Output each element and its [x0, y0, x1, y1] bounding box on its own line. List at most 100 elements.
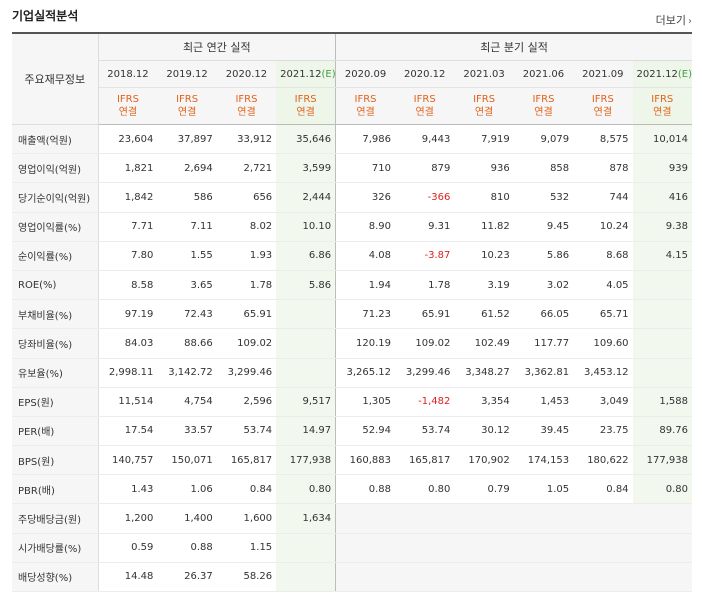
- value-cell: 7.80: [98, 241, 158, 271]
- row-label: 당좌비율(%): [12, 328, 99, 359]
- table-row: 영업이익률(%) 7.71 7.11 8.02 10.10 8.90 9.31 11.82 9.…: [12, 211, 692, 242]
- period-label: 2021.09: [582, 68, 624, 80]
- value-cell: 3.65: [157, 270, 217, 301]
- value-cell: 174,153: [513, 445, 574, 476]
- value-cell: 7,986: [335, 124, 395, 155]
- value-cell: 4.05: [573, 270, 633, 301]
- basis-standard: IFRS: [591, 94, 614, 105]
- value-cell: 109.02: [216, 328, 277, 359]
- value-cell: 4.15: [632, 241, 692, 271]
- value-cell: 10.23: [454, 241, 514, 271]
- value-cell: 102.49: [454, 328, 514, 359]
- table-row: 배당성향(%) 14.48 26.37 58.26: [12, 562, 692, 593]
- value-cell: 2,444: [276, 182, 337, 213]
- value-cell: 65.91: [216, 299, 277, 330]
- value-cell: 5.86: [513, 241, 574, 271]
- row-label: 유보율(%): [12, 358, 99, 388]
- value-cell: 3,049: [573, 386, 633, 417]
- basis-consolidation: 연결: [534, 107, 553, 118]
- value-cell: 0.59: [98, 533, 158, 563]
- value-cell: 37,897: [157, 124, 217, 155]
- value-cell: [454, 562, 514, 593]
- value-cell: 177,938: [632, 445, 692, 476]
- value-cell: 1,821: [98, 153, 158, 184]
- basis-header: IFRS 연결: [216, 87, 277, 125]
- value-cell: 2,998.11: [98, 358, 158, 388]
- basis-standard: IFRS: [294, 94, 317, 105]
- value-cell: 1,400: [157, 503, 217, 534]
- more-link-label: 더보기: [655, 14, 686, 27]
- value-cell: 117.77: [513, 328, 574, 359]
- value-cell: 39.45: [513, 416, 574, 447]
- value-cell: 3,142.72: [157, 358, 217, 388]
- row-label: 부채비율(%): [12, 299, 99, 330]
- value-cell: 65.71: [573, 299, 633, 330]
- value-cell: 23,604: [98, 124, 158, 155]
- value-cell: [394, 503, 455, 534]
- value-cell: 72.43: [157, 299, 217, 330]
- value-cell: 180,622: [573, 445, 633, 476]
- value-cell: 3,599: [276, 153, 337, 184]
- basis-header: IFRS 연결: [98, 87, 158, 125]
- basis-header: IFRS 연결: [454, 87, 514, 125]
- value-cell: 23.75: [573, 416, 633, 447]
- row-label: 시가배당률(%): [12, 533, 99, 563]
- basis-header: IFRS 연결: [513, 87, 574, 125]
- value-cell: [632, 503, 692, 534]
- value-cell: 160,883: [335, 445, 395, 476]
- value-cell: [632, 299, 692, 330]
- period-header: 2021.03: [454, 60, 514, 88]
- value-cell: 109.60: [573, 328, 633, 359]
- value-cell: 7.11: [157, 211, 217, 242]
- basis-consolidation: 연결: [177, 107, 197, 118]
- section-title: 기업실적분석: [12, 9, 79, 23]
- value-cell: 10.24: [573, 211, 633, 242]
- value-cell: 810: [454, 182, 514, 213]
- value-cell: [573, 533, 633, 563]
- value-cell: 1.78: [394, 270, 455, 301]
- table-row: 주당배당금(원) 1,200 1,400 1,600 1,634: [12, 503, 692, 534]
- period-label: 2021.12: [280, 68, 322, 80]
- basis-header: IFRS 연결: [394, 87, 455, 125]
- basis-consolidation: 연결: [118, 107, 138, 118]
- basis-standard: IFRS: [176, 94, 199, 105]
- value-cell: 88.66: [157, 328, 217, 359]
- value-cell: 1,842: [98, 182, 158, 213]
- value-cell: 0.80: [632, 474, 692, 505]
- value-cell: 26.37: [157, 562, 217, 593]
- basis-header: IFRS 연결: [573, 87, 633, 125]
- table-row: PBR(배) 1.43 1.06 0.84 0.80 0.88 0.80 0.79 1.05 0.…: [12, 474, 692, 505]
- basis-standard: IFRS: [651, 94, 674, 105]
- value-cell: 9,443: [394, 124, 455, 155]
- value-cell: 53.74: [216, 416, 277, 447]
- value-cell: 1.05: [513, 474, 574, 505]
- value-cell: 1.94: [335, 270, 395, 301]
- value-cell: 656: [216, 182, 277, 213]
- value-cell: 879: [394, 153, 455, 184]
- value-cell: 3.19: [454, 270, 514, 301]
- period-label: 2021.12: [636, 68, 678, 80]
- value-cell: 7,919: [454, 124, 514, 155]
- value-cell: 1,305: [335, 386, 395, 417]
- table-row: EPS(원) 11,514 4,754 2,596 9,517 1,305 -1,482 3,…: [12, 386, 692, 417]
- value-cell: 97.19: [98, 299, 158, 330]
- basis-header: IFRS 연결: [335, 87, 395, 125]
- more-link[interactable]: 더보기 ›: [656, 12, 692, 28]
- value-cell: 0.84: [573, 474, 633, 505]
- value-cell: [632, 328, 692, 359]
- value-cell: 165,817: [216, 445, 277, 476]
- value-cell: 936: [454, 153, 514, 184]
- period-label: 2020.12: [404, 68, 446, 80]
- value-cell: 1,200: [98, 503, 158, 534]
- value-cell: [632, 270, 692, 301]
- table-row: 당좌비율(%) 84.03 88.66 109.02 120.19 109.02 102.4…: [12, 328, 692, 359]
- table-row: 순이익률(%) 7.80 1.55 1.93 6.86 4.08 -3.87 10.23 5.8…: [12, 241, 692, 271]
- value-cell: 1,453: [513, 386, 574, 417]
- period-label: 2019.12: [166, 68, 208, 80]
- estimate-marker: (E): [321, 68, 336, 80]
- period-label: 2021.03: [463, 68, 505, 80]
- value-cell: 2,694: [157, 153, 217, 184]
- value-cell: 30.12: [454, 416, 514, 447]
- basis-consolidation: 연결: [237, 107, 256, 118]
- value-cell: 1.43: [98, 474, 158, 505]
